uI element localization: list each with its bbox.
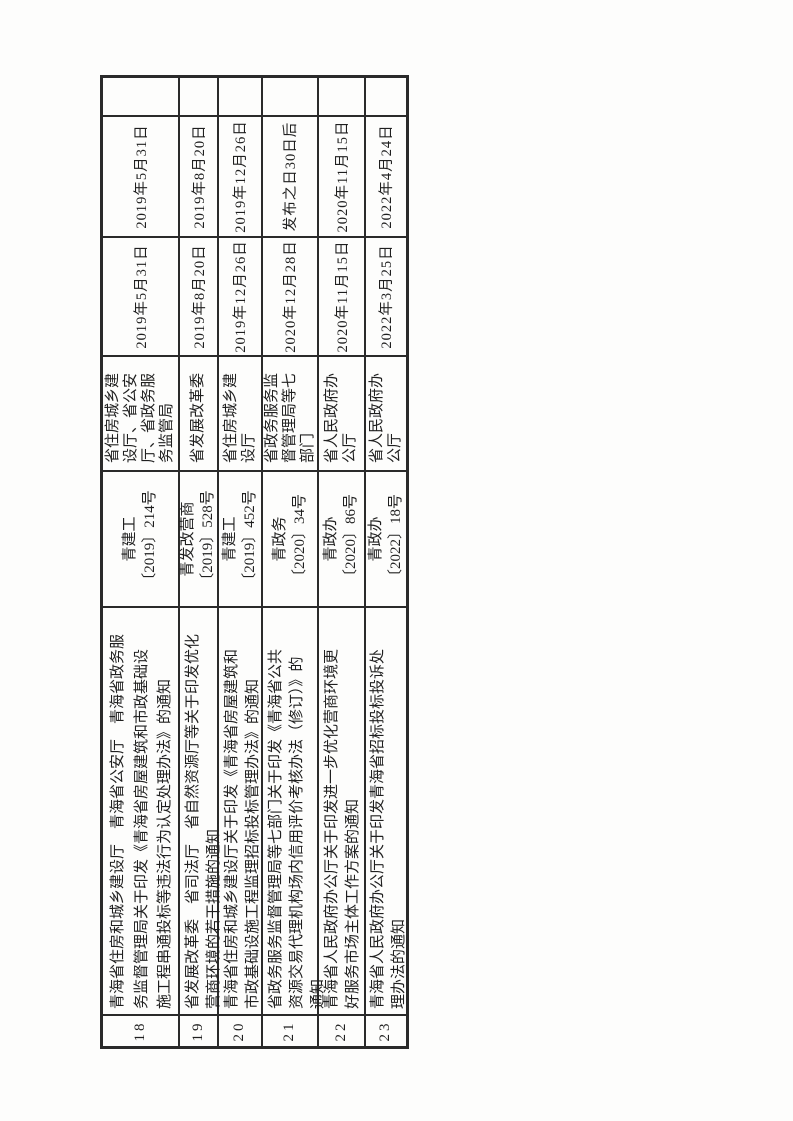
- table-row: 21 省政务服务监督管理局等七部门关于印发《青海省公共 资源交易代理机构场内信用评…: [261, 76, 326, 1048]
- remark-cell-empty: [220, 78, 260, 115]
- document-number: 青发改营商 〔2019〕528号: [180, 490, 216, 588]
- effective-date: 发布之日30日后: [283, 121, 299, 232]
- table-row: 19 省发展改革委 省司法厅 省自然资源厅等关于印发优化 营商环境的若干措施的通知…: [178, 76, 222, 1048]
- issuing-agency: 省人民政府办 公厅: [324, 372, 358, 463]
- remark-cell-empty: [181, 78, 216, 115]
- remark-cell-empty: [264, 78, 316, 115]
- table-row: 18 青海省住房和城乡建设厅 青海省公安厅 青海省政务服 务监督管理局关于印发《青…: [101, 76, 179, 1048]
- document-number: 青政办 〔2020〕86号: [323, 494, 359, 585]
- row-number: 21: [281, 1020, 297, 1042]
- document-title: 青海省住房和城乡建设厅关于印发《青海省房屋建筑和 市政基础设施工程监理招标投标管理…: [223, 648, 261, 1009]
- document-number: 青政务 〔2020〕34号: [271, 494, 308, 585]
- document-title: 省政务服务监督管理局等七部门关于印发《青海省公共 资源交易代理机构场内信用评价考核…: [267, 648, 326, 1009]
- table-row: 22 青海省人民政府办公厅关于印发进一步优化营商环境更 好服务市场主体工作方案的通…: [317, 76, 365, 1048]
- document-title: 青海省人民政府办公厅关于印发进一步优化营商环境更 好服务市场主体工作方案的通知: [323, 648, 362, 1009]
- issuing-agency: 省人民政府办 公厅: [368, 372, 403, 463]
- document-number: 青政办 〔2022〕18号: [367, 494, 404, 585]
- document-title: 省发展改革委 省司法厅 省自然资源厅等关于印发优化 营商环境的若干措施的通知: [184, 633, 222, 1009]
- table-row: 23 青海省人民政府办公厅关于印发青海省招标投标投诉处 理办法的通知 青政办 〔20…: [364, 76, 408, 1048]
- rotated-table-container: 18 青海省住房和城乡建设厅 青海省公安厅 青海省政务服 务监督管理局关于印发《青…: [100, 75, 409, 1049]
- row-number: 20: [231, 1020, 247, 1042]
- remark-cell-empty: [366, 78, 405, 115]
- document-title: 青海省住房和城乡建设厅 青海省公安厅 青海省政务服 务监督管理局关于印发《青海省房…: [110, 633, 174, 1009]
- remark-cell-empty: [320, 78, 363, 115]
- effective-date: 2022年4月24日: [379, 124, 396, 229]
- issuing-agency: 省住房城乡建 设厅: [222, 372, 257, 463]
- row-number: 19: [189, 1020, 206, 1042]
- document-number: 青建工 〔2019〕452号: [221, 490, 258, 588]
- publish-date: 2022年3月25日: [379, 244, 396, 349]
- issuing-agency: 省政务服务监 督管理局等七 部门: [263, 372, 316, 463]
- publish-date: 2019年12月26日: [233, 240, 249, 353]
- document-title: 青海省人民政府办公厅关于印发青海省招标投标投诉处 理办法的通知: [370, 648, 408, 1009]
- publish-date: 2020年11月15日: [334, 240, 351, 353]
- row-number: 23: [377, 1020, 394, 1042]
- issuing-agency: 省发展改革委: [190, 372, 206, 463]
- row-number: 22: [332, 1020, 349, 1042]
- table-row: 20 青海省住房和城乡建设厅关于印发《青海省房屋建筑和 市政基础设施工程监理招标投…: [217, 76, 262, 1048]
- effective-date: 2020年11月15日: [334, 120, 351, 233]
- issuing-agency: 省住房城乡建 设厅、省公安 厅、省政务服 务监管局: [105, 372, 176, 463]
- publish-date: 2019年5月31日: [133, 244, 150, 349]
- publish-date: 2019年8月20日: [191, 244, 208, 349]
- document-number: 青建工 〔2019〕214号: [122, 490, 159, 588]
- row-number: 18: [131, 1020, 148, 1042]
- effective-date: 2019年5月31日: [133, 124, 150, 229]
- remark-cell-empty: [104, 78, 177, 115]
- document-list-table: 18 青海省住房和城乡建设厅 青海省公安厅 青海省政务服 务监督管理局关于印发《青…: [100, 75, 409, 1049]
- publish-date: 2020年12月28日: [283, 240, 299, 353]
- effective-date: 2019年8月20日: [191, 124, 208, 229]
- effective-date: 2019年12月26日: [233, 120, 249, 233]
